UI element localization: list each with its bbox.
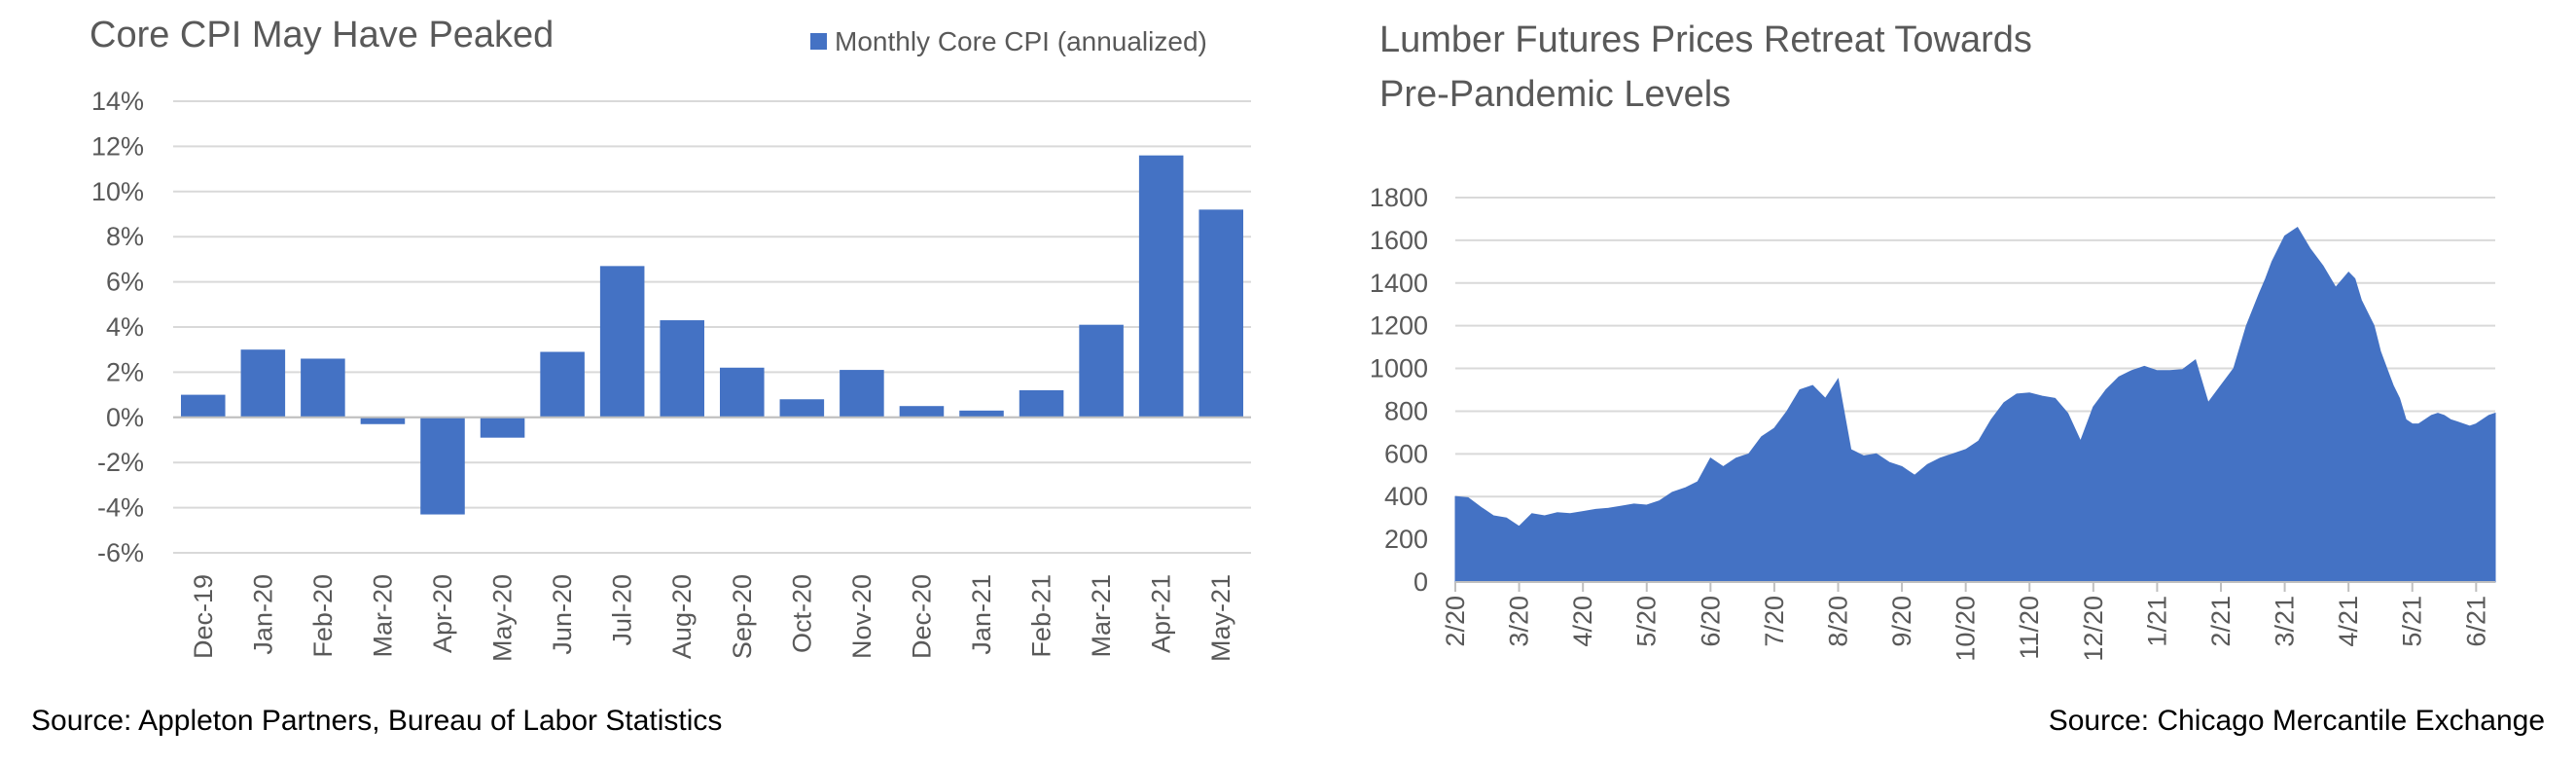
lumber-x-tick-label: 5/20 xyxy=(1632,596,1662,647)
cpi-bar xyxy=(540,351,585,418)
lumber-source: Source: Chicago Mercantile Exchange xyxy=(2048,705,2545,737)
lumber-y-tick-label: 1800 xyxy=(1370,183,1428,212)
cpi-y-tick-label: 12% xyxy=(91,131,144,161)
cpi-bar xyxy=(720,367,765,418)
cpi-y-tick-label: 2% xyxy=(106,357,144,386)
cpi-source: Source: Appleton Partners, Bureau of Lab… xyxy=(31,705,723,737)
cpi-y-tick-label: 6% xyxy=(106,268,144,297)
cpi-y-tick-label: -2% xyxy=(97,448,144,477)
cpi-x-tick-label: Jan-21 xyxy=(967,574,996,655)
lumber-x-tick-label: 3/21 xyxy=(2271,596,2300,647)
lumber-y-tick-label: 400 xyxy=(1384,482,1428,511)
lumber-x-tick-label: 10/20 xyxy=(1951,596,1981,662)
lumber-x-tick-label: 5/21 xyxy=(2398,596,2427,647)
cpi-bar xyxy=(599,266,645,418)
cpi-x-tick-label: Apr-21 xyxy=(1147,574,1176,653)
cpi-bar xyxy=(1019,389,1064,418)
cpi-chart: -6% -4% -2% 0% 2% 4% 6% 8% 10% 12% 14% Dec-19 Jan-20… xyxy=(91,26,1251,662)
lumber-y-tick-label: 600 xyxy=(1384,439,1428,468)
cpi-y-tick-label: 4% xyxy=(106,312,144,342)
lumber-chart-panel: Lumber Futures Prices Retreat Towards Pr… xyxy=(1284,0,2576,765)
lumber-y-tick-label: 0 xyxy=(1413,567,1428,597)
lumber-y-tick-label: 1400 xyxy=(1370,269,1428,298)
cpi-bar xyxy=(301,358,345,418)
cpi-y-tick-label: -4% xyxy=(97,493,144,523)
lumber-y-tick-label: 200 xyxy=(1384,525,1428,554)
lumber-x-tick-label: 9/20 xyxy=(1887,596,1916,647)
cpi-bar xyxy=(959,410,1004,418)
cpi-x-tick-label: Feb-21 xyxy=(1027,574,1056,658)
cpi-x-tick-label: May-21 xyxy=(1206,574,1235,662)
cpi-y-tick-label: -6% xyxy=(97,538,144,567)
cpi-bar xyxy=(480,417,525,438)
lumber-x-tick-label: 1/21 xyxy=(2142,596,2171,647)
cpi-x-tick-label: Jan-20 xyxy=(248,574,277,655)
cpi-y-tick-label: 0% xyxy=(106,403,144,432)
cpi-legend-label: Monthly Core CPI (annualized) xyxy=(835,26,1207,56)
cpi-bar xyxy=(181,394,226,418)
lumber-y-tick-label: 800 xyxy=(1384,396,1428,425)
lumber-x-tick-label: 4/21 xyxy=(2334,596,2363,647)
cpi-x-tick-label: Dec-20 xyxy=(907,574,936,659)
cpi-x-tick-label: Oct-20 xyxy=(787,574,816,653)
lumber-x-tick-label: 6/20 xyxy=(1696,596,1725,647)
lumber-x-tick-label: 2/21 xyxy=(2206,596,2236,647)
lumber-x-tick-label: 6/21 xyxy=(2461,596,2490,647)
lumber-x-tick-label: 12/20 xyxy=(2079,596,2108,662)
cpi-x-tick-label: Apr-20 xyxy=(428,574,457,653)
lumber-chart-title-line2: Pre-Pandemic Levels xyxy=(1379,74,1732,115)
cpi-y-tick-label: 10% xyxy=(91,177,144,206)
cpi-x-tick-label: Jul-20 xyxy=(608,574,637,646)
cpi-x-tick-label: Nov-20 xyxy=(847,574,877,659)
lumber-y-tick-label: 1000 xyxy=(1370,354,1428,383)
cpi-bar xyxy=(240,349,286,418)
cpi-chart-panel: Core CPI May Have Peaked -6% -4% -2% 0% 2% 4%… xyxy=(0,0,1284,765)
lumber-x-tick-label: 11/20 xyxy=(2015,596,2044,660)
lumber-x-tick-label: 7/20 xyxy=(1760,596,1789,647)
cpi-bar xyxy=(840,370,884,418)
cpi-legend-swatch xyxy=(810,33,827,50)
lumber-area-series xyxy=(1454,226,2496,583)
cpi-x-tick-label: Dec-19 xyxy=(189,574,218,659)
lumber-chart: 0 200 400 600 800 1000 1200 1400 1600 1800 2/20 3/2… xyxy=(1370,183,2496,662)
cpi-bar xyxy=(1199,209,1243,418)
cpi-bar xyxy=(899,406,945,418)
cpi-x-tick-label: Mar-21 xyxy=(1087,574,1116,658)
cpi-x-tick-label: Jun-20 xyxy=(548,574,577,655)
cpi-x-tick-label: Sep-20 xyxy=(728,574,757,659)
cpi-y-tick-label: 14% xyxy=(91,87,144,116)
cpi-x-tick-label: May-20 xyxy=(488,574,518,662)
lumber-x-tick-label: 3/20 xyxy=(1505,596,1534,647)
lumber-x-tick-label: 2/20 xyxy=(1441,596,1470,647)
lumber-y-tick-label: 1600 xyxy=(1370,226,1428,255)
cpi-bar xyxy=(360,417,406,424)
lumber-chart-title-line1: Lumber Futures Prices Retreat Towards xyxy=(1379,19,2032,60)
cpi-bar xyxy=(779,399,825,418)
lumber-x-tick-label: 8/20 xyxy=(1823,596,1852,647)
cpi-bar xyxy=(660,320,704,418)
lumber-y-tick-label: 1200 xyxy=(1370,311,1428,341)
cpi-bar xyxy=(1079,324,1124,418)
cpi-x-tick-label: Mar-20 xyxy=(368,574,397,658)
cpi-bar xyxy=(420,417,465,515)
cpi-x-tick-label: Feb-20 xyxy=(308,574,338,658)
lumber-x-tick-label: 4/20 xyxy=(1568,596,1597,647)
cpi-bar xyxy=(1138,155,1184,418)
cpi-y-tick-label: 8% xyxy=(106,222,144,251)
cpi-chart-title: Core CPI May Have Peaked xyxy=(89,15,555,55)
cpi-x-tick-label: Aug-20 xyxy=(667,574,697,659)
